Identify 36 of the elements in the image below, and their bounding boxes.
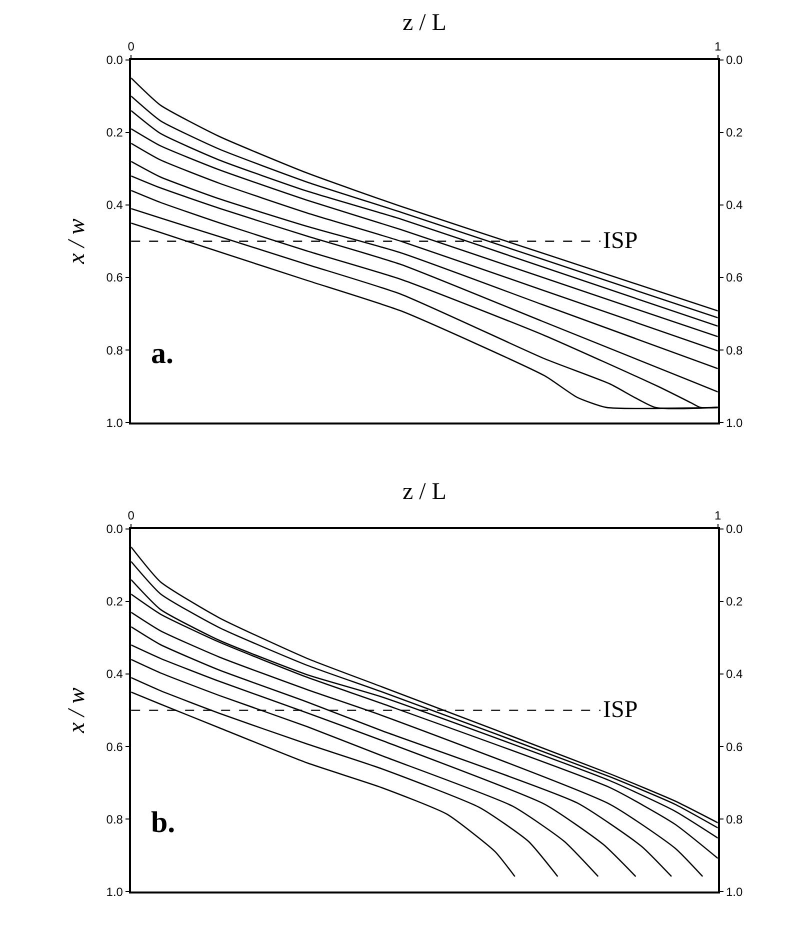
y2-tick-label: 0.4: [726, 667, 744, 682]
y-tick-label: 0.4: [106, 198, 124, 212]
y-tick-label: 0.0: [106, 53, 124, 68]
y-tick-label: 0.0: [106, 522, 124, 536]
y2-tick-label: 0.2: [726, 594, 744, 609]
y2-tick-label: 0.6: [726, 740, 744, 754]
annotation: a.: [151, 337, 174, 370]
y-tick-label: 0.2: [106, 126, 124, 140]
annotation: b.: [151, 806, 176, 839]
y-tick-label: 0.6: [106, 270, 124, 285]
y-axis-title: x / w: [64, 218, 90, 265]
y-tick-label: 0.4: [106, 667, 124, 682]
y-tick-label: 1.0: [106, 884, 124, 899]
y-tick-label: 0.2: [106, 594, 124, 609]
ref-line-label: ISP: [603, 697, 638, 723]
y-tick-label: 0.8: [106, 343, 124, 358]
y2-tick-label: 0.8: [726, 812, 744, 826]
y2-tick-label: 1.0: [726, 416, 744, 430]
y2-tick-label: 0.0: [726, 522, 744, 536]
ref-line-label: ISP: [603, 228, 638, 254]
y-tick-label: 1.0: [106, 416, 124, 430]
x-tick-label: 1: [714, 39, 722, 54]
y2-tick-label: 0.2: [726, 126, 744, 140]
x-tick-label: 0: [128, 508, 135, 522]
x-axis-title: z / L: [402, 10, 446, 36]
y2-tick-label: 1.0: [726, 884, 744, 899]
y2-tick-label: 0.6: [726, 270, 744, 285]
y2-tick-label: 0.8: [726, 343, 744, 358]
x-tick-label: 1: [714, 508, 722, 522]
y-tick-label: 0.8: [106, 812, 124, 826]
x-axis-title: z / L: [402, 478, 446, 505]
y2-tick-label: 0.0: [726, 53, 744, 68]
y-tick-label: 0.6: [106, 740, 124, 754]
y2-tick-label: 0.4: [726, 198, 744, 212]
x-tick-label: 0: [128, 39, 135, 54]
y-axis-title: x / w: [64, 688, 90, 734]
